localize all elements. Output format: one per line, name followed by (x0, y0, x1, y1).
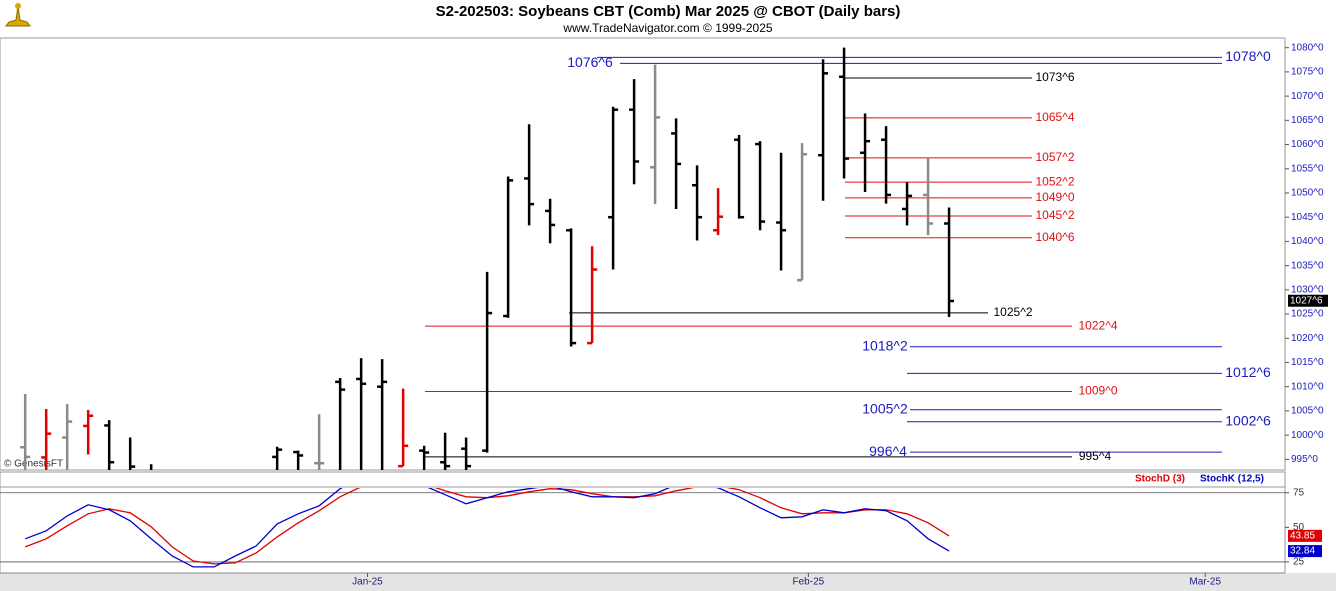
y-tick-label: 1030^0 (1291, 284, 1324, 295)
y-tick-label: 1055^0 (1291, 163, 1324, 174)
y-tick-label: 1045^0 (1291, 212, 1324, 223)
annotation: © GenesisFT (4, 459, 63, 470)
level-label: 996^4 (869, 443, 907, 459)
y-tick-label: 1060^0 (1291, 139, 1324, 150)
level-label: 1009^0 (1079, 384, 1118, 398)
y-tick-label: 1005^0 (1291, 406, 1324, 417)
y-tick-label: 1020^0 (1291, 333, 1324, 344)
y-tick-label: 1065^0 (1291, 115, 1324, 126)
stoch-tick-label: 50 (1293, 522, 1305, 533)
level-label: 1022^4 (1079, 318, 1118, 332)
axes: 995^0 1000^0 1005^0 1010^0 1015^0 1020^0 1025^… (352, 42, 1328, 588)
x-tick-label: Feb-25 (793, 577, 825, 588)
level-label: 1045^2 (1036, 208, 1075, 222)
y-tick-label: 1015^0 (1291, 357, 1324, 368)
stoch-value-label: 32.84 (1290, 546, 1315, 557)
y-tick-label: 1070^0 (1291, 91, 1324, 102)
stoch-plot (0, 488, 1285, 568)
legend-entry: StochK (12,5) (1200, 474, 1264, 485)
y-tick-label: 995^0 (1291, 454, 1318, 465)
level-label: 1002^6 (1225, 413, 1271, 429)
stoch-tick-label: 25 (1293, 557, 1305, 568)
price-panel (0, 37, 1286, 471)
level-label: 995^4 (1079, 449, 1112, 463)
stoch-value-box (1288, 529, 1322, 542)
stoch-panel (0, 471, 1286, 574)
level-label: 1025^2 (994, 305, 1033, 319)
y-tick-label: 1000^0 (1291, 430, 1324, 441)
level-label: 1012^6 (1225, 364, 1271, 380)
logo (5, 3, 31, 27)
level-label: 1065^4 (1036, 110, 1075, 124)
legend-entry: StochD (3) (1135, 474, 1185, 485)
chart-title: S2-202503: Soybeans CBT (Comb) Mar 2025 … (436, 3, 901, 20)
y-tick-label: 1075^0 (1291, 67, 1324, 78)
level-label: 1057^2 (1036, 150, 1075, 164)
stoch-tick-label: 75 (1293, 487, 1305, 498)
x-tick-label: Jan-25 (352, 577, 383, 588)
y-tick-label: 1080^0 (1291, 42, 1324, 53)
y-tick-label: 1040^0 (1291, 236, 1324, 247)
level-label: 1052^2 (1036, 174, 1075, 188)
level-label: 1076^6 (567, 54, 613, 70)
level-label: 1078^0 (1225, 48, 1271, 64)
y-tick-label: 1035^0 (1291, 260, 1324, 271)
level-label: 1073^6 (1036, 70, 1075, 84)
x-tick-label: Mar-25 (1189, 577, 1221, 588)
stoch-value-box (1288, 545, 1322, 558)
stoch-line (24, 488, 950, 568)
y-tick-label: 1050^0 (1291, 188, 1324, 199)
y-tick-label: 1010^0 (1291, 381, 1324, 392)
level-label: 1040^6 (1036, 230, 1075, 244)
y-tick-label: 1025^0 (1291, 309, 1324, 320)
level-label: 1005^2 (862, 400, 908, 416)
level-label: 1018^2 (862, 337, 908, 353)
last-price-label: 1027^6 (1290, 295, 1323, 306)
price-plot (20, 47, 1222, 470)
chart-subtitle: www.TradeNavigator.com © 1999-2025 (562, 21, 772, 35)
stoch-value-label: 43.85 (1290, 530, 1315, 541)
level-label: 1049^0 (1036, 190, 1075, 204)
date-axis-strip (0, 573, 1336, 591)
last-price-box (1288, 294, 1328, 307)
